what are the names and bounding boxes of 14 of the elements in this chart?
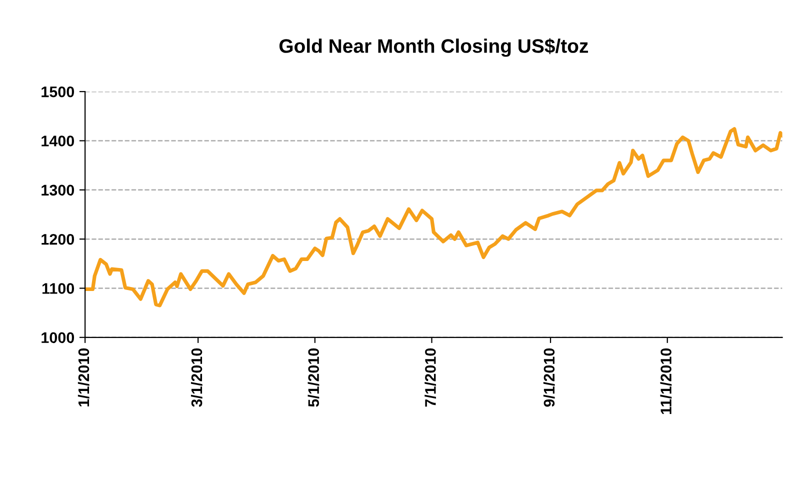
x-tick-label: 7/1/2010 [424, 348, 436, 407]
y-tick-label: 1100 [42, 283, 74, 294]
line-series [85, 127, 782, 308]
x-tick-label: 1/1/2010 [78, 348, 90, 406]
y-tick-label: 1300 [42, 184, 74, 196]
y-tick-label: 1500 [42, 86, 74, 98]
x-tick-label: 5/1/2010 [308, 348, 320, 407]
x-tick-label: 3/1/2010 [190, 348, 202, 407]
x-tick-label: 11/1/2010 [660, 348, 672, 414]
x-tick-label: 9/1/2010 [543, 348, 555, 407]
y-tick-label: 1200 [42, 234, 74, 245]
y-tick-label: 1400 [42, 136, 74, 146]
chart-title: Gold Near Month Closing US$/toz [279, 38, 588, 57]
y-tick-label: 1000 [42, 332, 74, 344]
